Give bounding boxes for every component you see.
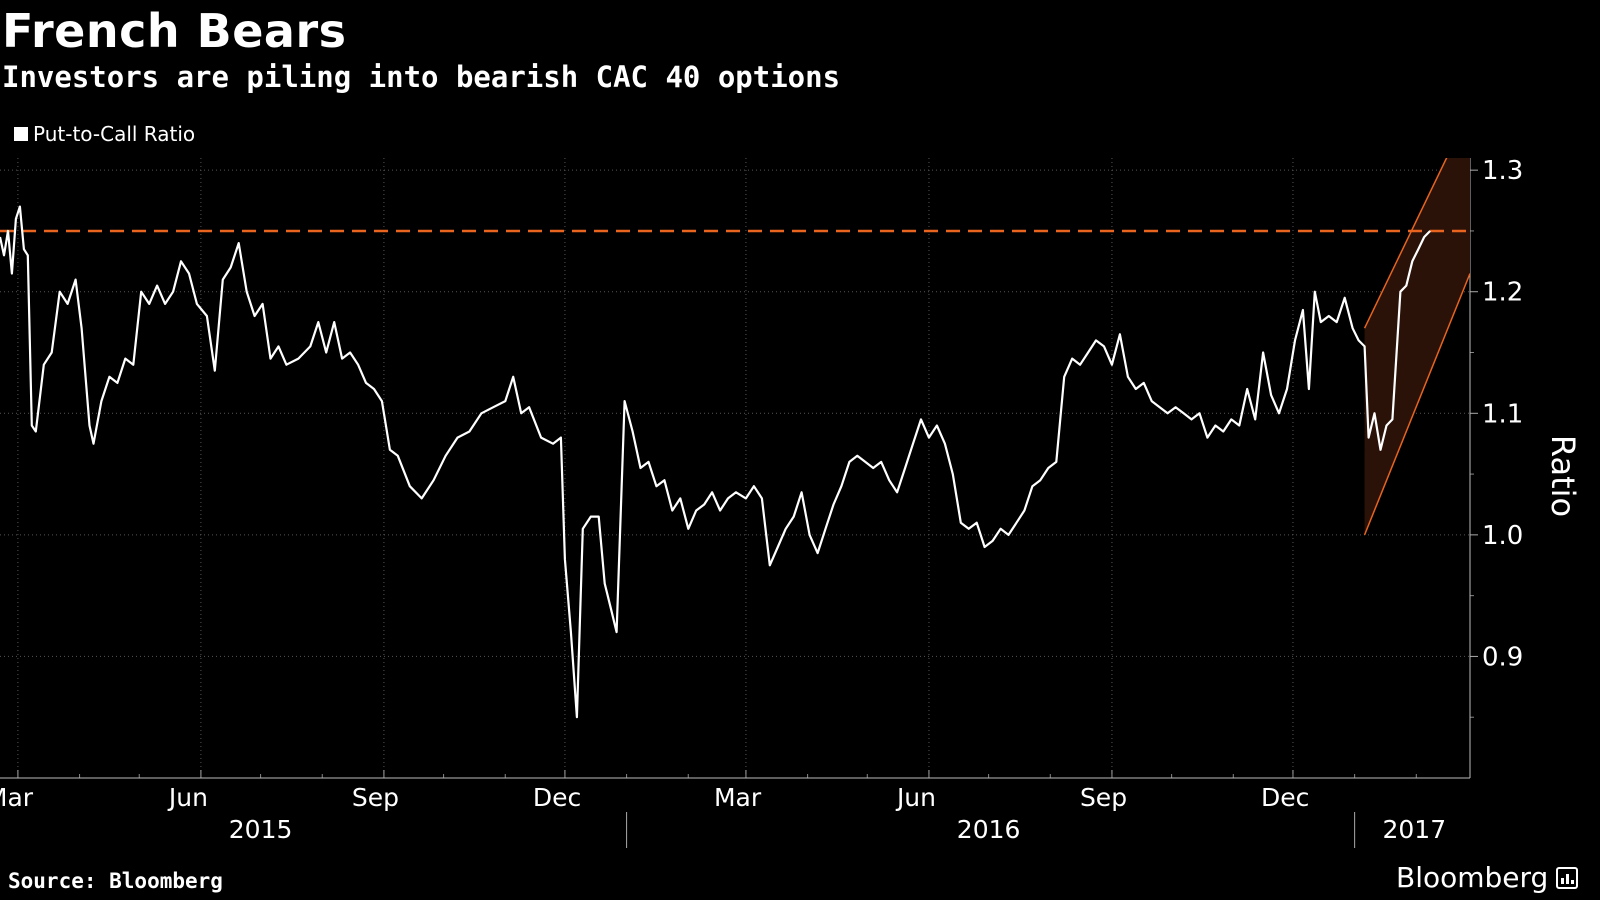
legend-label: Put-to-Call Ratio [33,122,196,146]
chart-subtitle: Investors are piling into bearish CAC 40… [2,60,841,94]
legend: Put-to-Call Ratio [14,122,195,146]
year-label: 2016 [957,815,1021,844]
source-note: Source: Bloomberg [8,869,223,893]
year-label: 2015 [229,815,293,844]
brand-wordmark: Bloomberg [1396,861,1549,894]
y-axis-label: Ratio [1544,435,1582,517]
highlight-channel [1364,158,1470,535]
x-tick-label: Dec [1261,783,1309,812]
chart-icon [1556,866,1579,889]
x-tick-label: Mar [714,783,762,812]
series-line-put-to-call-ratio [0,205,1431,719]
x-tick-label: Dec [533,783,581,812]
year-label: 2017 [1382,815,1446,844]
brand-logo: Bloomberg [1396,861,1579,894]
y-tick-label: 0.9 [1482,642,1523,672]
legend-swatch [14,127,28,141]
x-tick-label: Jun [167,783,208,812]
x-tick-label: Mar [0,783,34,812]
x-tick-label: Sep [1080,783,1127,812]
y-tick-label: 1.1 [1482,399,1523,429]
y-tick-label: 1.2 [1482,278,1523,308]
channel-upper-edge [1363,158,1448,329]
x-tick-label: Sep [352,783,399,812]
chart-title: French Bears [2,4,347,58]
channel-lower-edge [1363,273,1470,536]
x-tick-label: Jun [895,783,936,812]
y-tick-label: 1.0 [1482,521,1523,551]
y-tick-label: 1.3 [1482,156,1523,186]
